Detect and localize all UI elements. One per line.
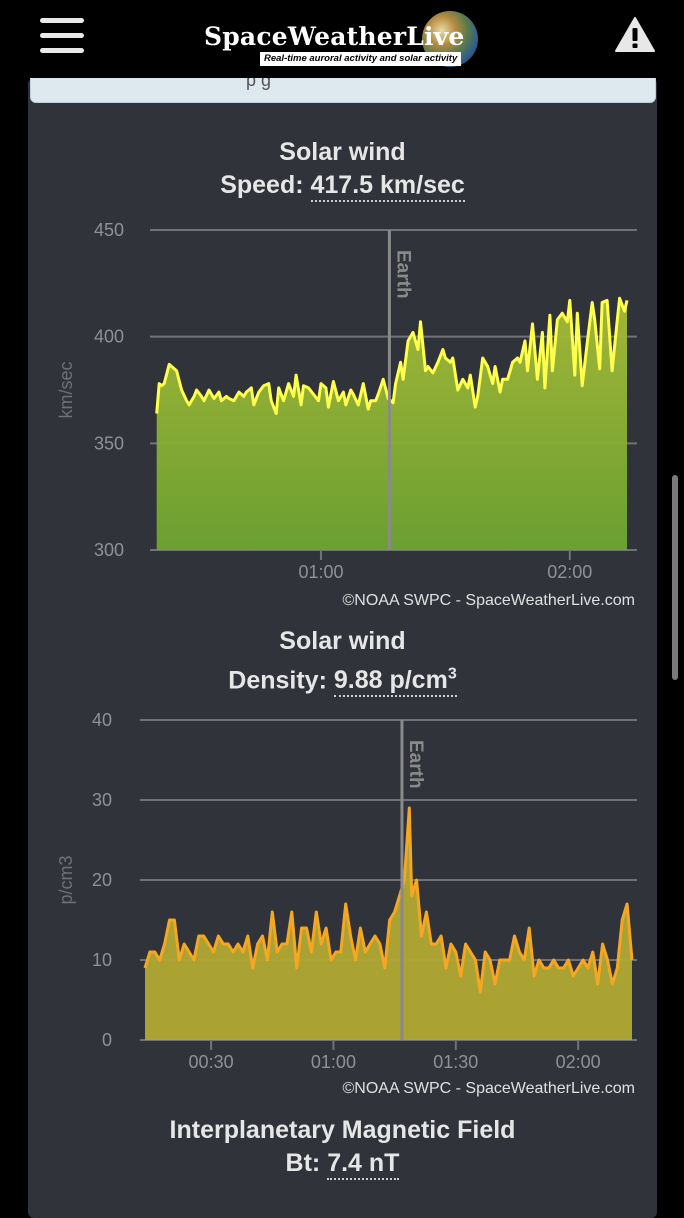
speed-label: Speed:	[220, 171, 304, 199]
imf-readout: Bt: 7.4 nT	[28, 1147, 657, 1180]
speed-title: Solar wind	[279, 138, 406, 166]
density-unit-superscript: 3	[447, 666, 457, 683]
hamburger-menu-icon[interactable]	[40, 18, 84, 54]
speed-chart-title: Solar wind Speed: 417.5 km/sec	[28, 136, 657, 202]
imf-title: Interplanetary Magnetic Field	[169, 1116, 516, 1144]
notice-box: p g	[30, 70, 656, 103]
menu-bar	[40, 48, 84, 53]
imf-value[interactable]: 7.4 nT	[327, 1149, 400, 1180]
warning-triangle-icon[interactable]	[614, 16, 656, 54]
density-value: 9.88 p/cm	[333, 666, 448, 695]
menu-bar	[40, 33, 84, 38]
site-logo[interactable]: SpaceWeatherLive Real-time auroral activ…	[200, 8, 490, 70]
density-readout: Density: 9.88 p/cm3	[28, 658, 657, 698]
density-label: Density:	[228, 666, 327, 695]
density-chart-title: Solar wind Density: 9.88 p/cm3	[28, 625, 657, 698]
menu-bar	[40, 18, 84, 23]
imf-chart-title: Interplanetary Magnetic Field Bt: 7.4 nT	[28, 1114, 657, 1180]
app-header: SpaceWeatherLive Real-time auroral activ…	[0, 0, 684, 78]
logo-tagline: Real-time auroral activity and solar act…	[260, 52, 462, 66]
density-value-wrap[interactable]: 9.88 p/cm3	[333, 666, 457, 698]
logo-text: SpaceWeatherLive	[204, 22, 465, 51]
density-title: Solar wind	[279, 627, 406, 655]
speed-value[interactable]: 417.5 km/sec	[310, 171, 465, 202]
imf-label: Bt:	[285, 1149, 321, 1177]
scrollbar-thumb[interactable]	[672, 475, 678, 680]
speed-readout: Speed: 417.5 km/sec	[28, 169, 657, 202]
